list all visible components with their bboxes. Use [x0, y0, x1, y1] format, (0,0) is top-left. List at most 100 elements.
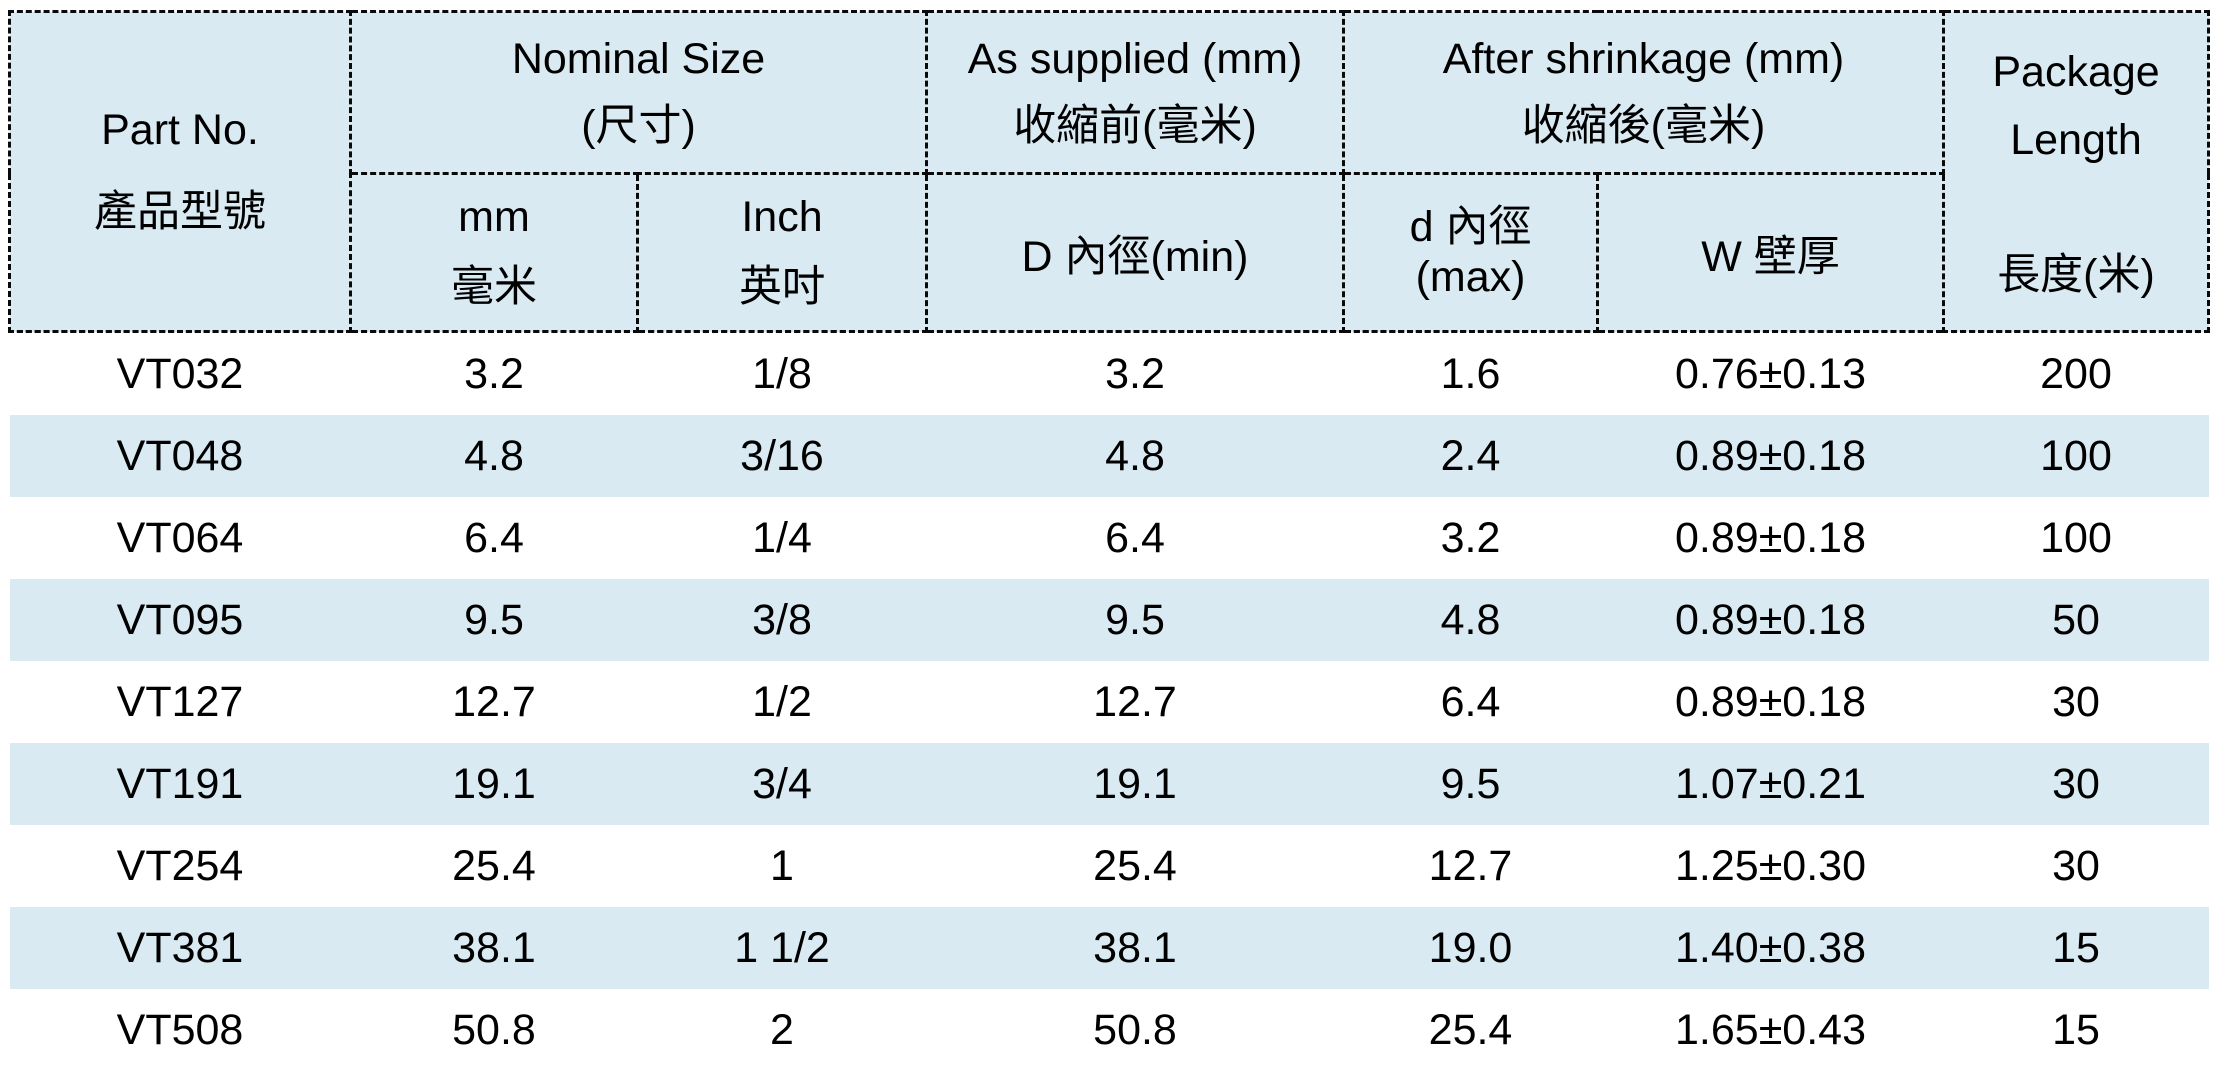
- table-row: VT508 50.8 2 50.8 25.4 1.65±0.43 15: [9, 989, 2209, 1068]
- table-row: VT381 38.1 1 1/2 38.1 19.0 1.40±0.38 15: [9, 907, 2209, 989]
- cell-mm: 6.4: [350, 497, 638, 579]
- table-row: VT095 9.5 3/8 9.5 4.8 0.89±0.18 50: [9, 579, 2209, 661]
- table-row: VT191 19.1 3/4 19.1 9.5 1.07±0.21 30: [9, 743, 2209, 825]
- col-header-wall-thickness-label: W 壁厚: [1701, 232, 1840, 281]
- cell-mm: 9.5: [350, 579, 638, 661]
- col-group-after-shrinkage-en: After shrinkage (mm): [1442, 34, 1845, 83]
- cell-length: 100: [1943, 497, 2209, 579]
- cell-d-shrunk: 4.8: [1343, 579, 1598, 661]
- col-header-inch-zh: 英吋: [739, 262, 825, 311]
- cell-d-shrunk: 6.4: [1343, 661, 1598, 743]
- col-group-after-shrinkage-zh: 收縮後(毫米): [1521, 101, 1766, 150]
- col-header-mm: mm 毫米: [349, 172, 639, 333]
- table-row: VT127 12.7 1/2 12.7 6.4 0.89±0.18 30: [9, 661, 2209, 743]
- col-header-part-no-zh: 產品型號: [94, 187, 266, 236]
- header-row-subcolumns: mm 毫米 Inch 英吋 D 內徑(min) d 內徑 (ma: [10, 172, 2209, 333]
- cell-mm: 38.1: [350, 907, 638, 989]
- header-row-groups: Part No. 產品型號 Nominal Size (尺寸) As suppl…: [8, 10, 2211, 333]
- col-group-as-supplied-en: As supplied (mm): [967, 34, 1303, 83]
- col-group-after-shrinkage: After shrinkage (mm) 收縮後(毫米): [1342, 10, 1946, 175]
- cell-wall: 0.89±0.18: [1597, 579, 1944, 661]
- cell-wall: 0.76±0.13: [1597, 331, 1944, 415]
- cell-inch: 1 1/2: [637, 907, 927, 989]
- cell-d-shrunk: 3.2: [1343, 497, 1598, 579]
- cell-length: 15: [1943, 989, 2209, 1068]
- cell-length: 200: [1943, 331, 2209, 415]
- cell-length: 30: [1943, 825, 2209, 907]
- cell-part-no: VT064: [9, 497, 351, 579]
- col-header-inch-en: Inch: [741, 192, 823, 241]
- cell-part-no: VT254: [9, 825, 351, 907]
- col-header-d-shrunk-max-line1: d 內徑: [1409, 203, 1532, 252]
- table-row: VT048 4.8 3/16 4.8 2.4 0.89±0.18 100: [9, 415, 2209, 497]
- cell-mm: 12.7: [350, 661, 638, 743]
- table-row: VT032 3.2 1/8 3.2 1.6 0.76±0.13 200: [9, 331, 2209, 415]
- cell-length: 50: [1943, 579, 2209, 661]
- table-body: VT032 3.2 1/8 3.2 1.6 0.76±0.13 200 VT04…: [9, 331, 2209, 1068]
- cell-d-supplied: 9.5: [926, 579, 1344, 661]
- col-header-mm-zh: 毫米: [451, 262, 537, 311]
- cell-length: 30: [1943, 743, 2209, 825]
- cell-d-shrunk: 12.7: [1343, 825, 1598, 907]
- table-row: VT254 25.4 1 25.4 12.7 1.25±0.30 30: [9, 825, 2209, 907]
- col-group-as-supplied-zh: 收縮前(毫米): [1013, 101, 1257, 150]
- cell-wall: 1.40±0.38: [1597, 907, 1944, 989]
- cell-d-supplied: 50.8: [926, 989, 1344, 1068]
- heat-shrink-tubing-spec-table: Part No. 產品型號 Nominal Size (尺寸) As suppl…: [8, 10, 2211, 1068]
- cell-d-supplied: 6.4: [926, 497, 1344, 579]
- col-header-d-shrunk-max: d 內徑 (max): [1342, 172, 1600, 333]
- cell-inch: 1/2: [637, 661, 927, 743]
- cell-part-no: VT032: [9, 331, 351, 415]
- col-header-package-length: Package Length 長度(米): [1942, 10, 2211, 333]
- cell-length: 100: [1943, 415, 2209, 497]
- cell-length: 15: [1943, 907, 2209, 989]
- cell-mm: 3.2: [350, 331, 638, 415]
- cell-mm: 4.8: [350, 415, 638, 497]
- cell-part-no: VT191: [9, 743, 351, 825]
- col-header-package-length-en1: Package: [1992, 47, 2160, 96]
- cell-mm: 25.4: [350, 825, 638, 907]
- col-header-d-supplied-min: D 內徑(min): [925, 172, 1346, 333]
- cell-d-shrunk: 2.4: [1343, 415, 1598, 497]
- cell-inch: 1/4: [637, 497, 927, 579]
- col-header-package-length-zh: 長度(米): [1997, 250, 2155, 299]
- cell-d-supplied: 12.7: [926, 661, 1344, 743]
- cell-d-shrunk: 1.6: [1343, 331, 1598, 415]
- cell-d-supplied: 3.2: [926, 331, 1344, 415]
- col-header-mm-en: mm: [458, 192, 530, 241]
- col-header-part-no-en: Part No.: [101, 105, 259, 154]
- cell-part-no: VT095: [9, 579, 351, 661]
- cell-inch: 3/8: [637, 579, 927, 661]
- col-header-d-supplied-min-label: D 內徑(min): [1021, 232, 1249, 281]
- col-header-package-length-en2: Length: [2010, 116, 2142, 165]
- cell-inch: 1/8: [637, 331, 927, 415]
- cell-inch: 2: [637, 989, 927, 1068]
- cell-part-no: VT508: [9, 989, 351, 1068]
- cell-mm: 50.8: [350, 989, 638, 1068]
- cell-wall: 0.89±0.18: [1597, 415, 1944, 497]
- cell-d-supplied: 4.8: [926, 415, 1344, 497]
- cell-inch: 3/16: [637, 415, 927, 497]
- cell-part-no: VT048: [9, 415, 351, 497]
- cell-inch: 1: [637, 825, 927, 907]
- cell-d-shrunk: 25.4: [1343, 989, 1598, 1068]
- table-row: VT064 6.4 1/4 6.4 3.2 0.89±0.18 100: [9, 497, 2209, 579]
- cell-d-supplied: 25.4: [926, 825, 1344, 907]
- cell-part-no: VT381: [9, 907, 351, 989]
- col-header-inch: Inch 英吋: [635, 172, 929, 333]
- col-header-wall-thickness: W 壁厚: [1596, 172, 1946, 333]
- cell-wall: 1.65±0.43: [1597, 989, 1944, 1068]
- cell-d-supplied: 38.1: [926, 907, 1344, 989]
- table-header: Part No. 產品型號 Nominal Size (尺寸) As suppl…: [8, 10, 2211, 333]
- cell-d-supplied: 19.1: [926, 743, 1344, 825]
- cell-wall: 1.07±0.21: [1597, 743, 1944, 825]
- cell-wall: 0.89±0.18: [1597, 661, 1944, 743]
- cell-d-shrunk: 9.5: [1343, 743, 1598, 825]
- cell-wall: 0.89±0.18: [1597, 497, 1944, 579]
- cell-wall: 1.25±0.30: [1597, 825, 1944, 907]
- col-header-d-shrunk-max-line2: (max): [1415, 252, 1526, 301]
- col-header-part-no: Part No. 產品型號: [8, 10, 352, 333]
- cell-length: 30: [1943, 661, 2209, 743]
- cell-part-no: VT127: [9, 661, 351, 743]
